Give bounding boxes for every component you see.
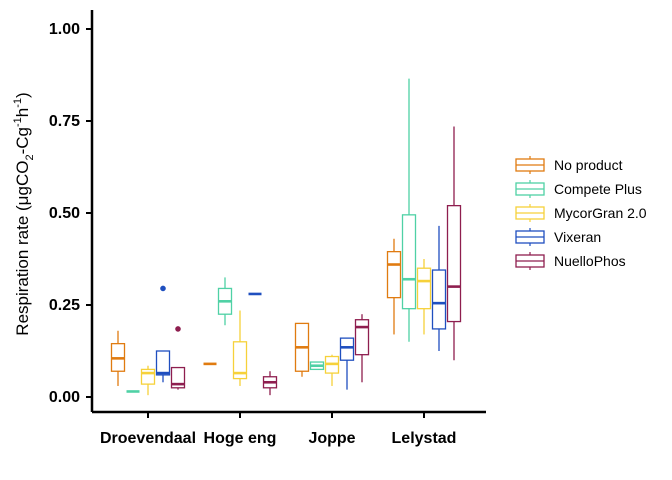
legend-label: No product — [554, 157, 623, 173]
legend-item: MycorGran 2.0 — [515, 204, 647, 222]
box-mark — [339, 337, 355, 390]
box-mark — [262, 371, 278, 396]
box — [155, 350, 171, 376]
box-mark — [140, 365, 156, 396]
legend-item: NuelloPhos — [515, 252, 626, 270]
box-mark — [217, 277, 233, 326]
box — [386, 250, 402, 299]
x-tick-label: Hoge eng — [204, 430, 277, 447]
x-axis: Droevendaal Hoge eng Joppe Lelystad — [92, 410, 486, 447]
legend: No product Compete Plus MycorGran 2.0 Vixer… — [515, 156, 647, 270]
y-tick-label: 0.00 — [49, 389, 80, 406]
legend-key — [515, 228, 545, 246]
series-1 — [126, 78, 417, 393]
box-mark — [446, 126, 462, 361]
legend-label: NuelloPhos — [554, 253, 626, 269]
box — [401, 214, 417, 310]
y-tick-label: 0.25 — [49, 297, 80, 314]
box-mark — [110, 330, 126, 386]
legend-item: Compete Plus — [515, 180, 642, 198]
outlier-point — [160, 285, 166, 292]
legend-key — [515, 252, 545, 270]
box-mark — [309, 361, 325, 371]
box-mark — [294, 322, 310, 377]
box-mark — [431, 225, 447, 351]
series-3 — [155, 225, 447, 390]
legend-item: Vixeran — [515, 228, 601, 246]
series-0 — [110, 238, 402, 386]
series-2 — [140, 259, 432, 396]
legend-label: Vixeran — [554, 229, 601, 245]
x-tick-label: Lelystad — [392, 430, 457, 447]
y-tick-label: 0.50 — [49, 205, 80, 222]
y-axis: 0.00 0.25 0.50 0.75 1.00 — [49, 10, 94, 412]
box-mark — [354, 314, 370, 383]
legend-label: Compete Plus — [554, 181, 642, 197]
box — [339, 337, 355, 361]
box-mark — [170, 326, 186, 390]
box — [446, 204, 462, 323]
legend-item: No product — [515, 156, 623, 174]
x-tick-label: Joppe — [308, 430, 355, 447]
box — [170, 366, 186, 389]
legend-key — [515, 180, 545, 198]
box-mark — [401, 78, 417, 342]
box-mark — [324, 354, 340, 386]
y-axis-title: Respiration rate (μgCO2-Cg-1h-1) — [12, 92, 36, 335]
legend-key — [515, 204, 545, 222]
box — [140, 368, 156, 385]
box — [431, 269, 447, 330]
box — [354, 319, 370, 356]
series-4 — [170, 126, 462, 396]
box-mark — [386, 238, 402, 335]
y-tick-label: 0.75 — [49, 113, 80, 130]
outlier-point — [175, 326, 181, 332]
legend-key — [515, 156, 545, 174]
plot-area — [110, 78, 462, 396]
y-tick-label: 1.00 — [49, 21, 80, 38]
box-mark — [416, 259, 432, 335]
box — [232, 341, 248, 380]
legend-label: MycorGran 2.0 — [554, 205, 647, 221]
box-mark — [155, 285, 171, 383]
box-mark — [232, 310, 248, 386]
x-tick-label: Droevendaal — [100, 430, 196, 447]
box — [416, 267, 432, 310]
